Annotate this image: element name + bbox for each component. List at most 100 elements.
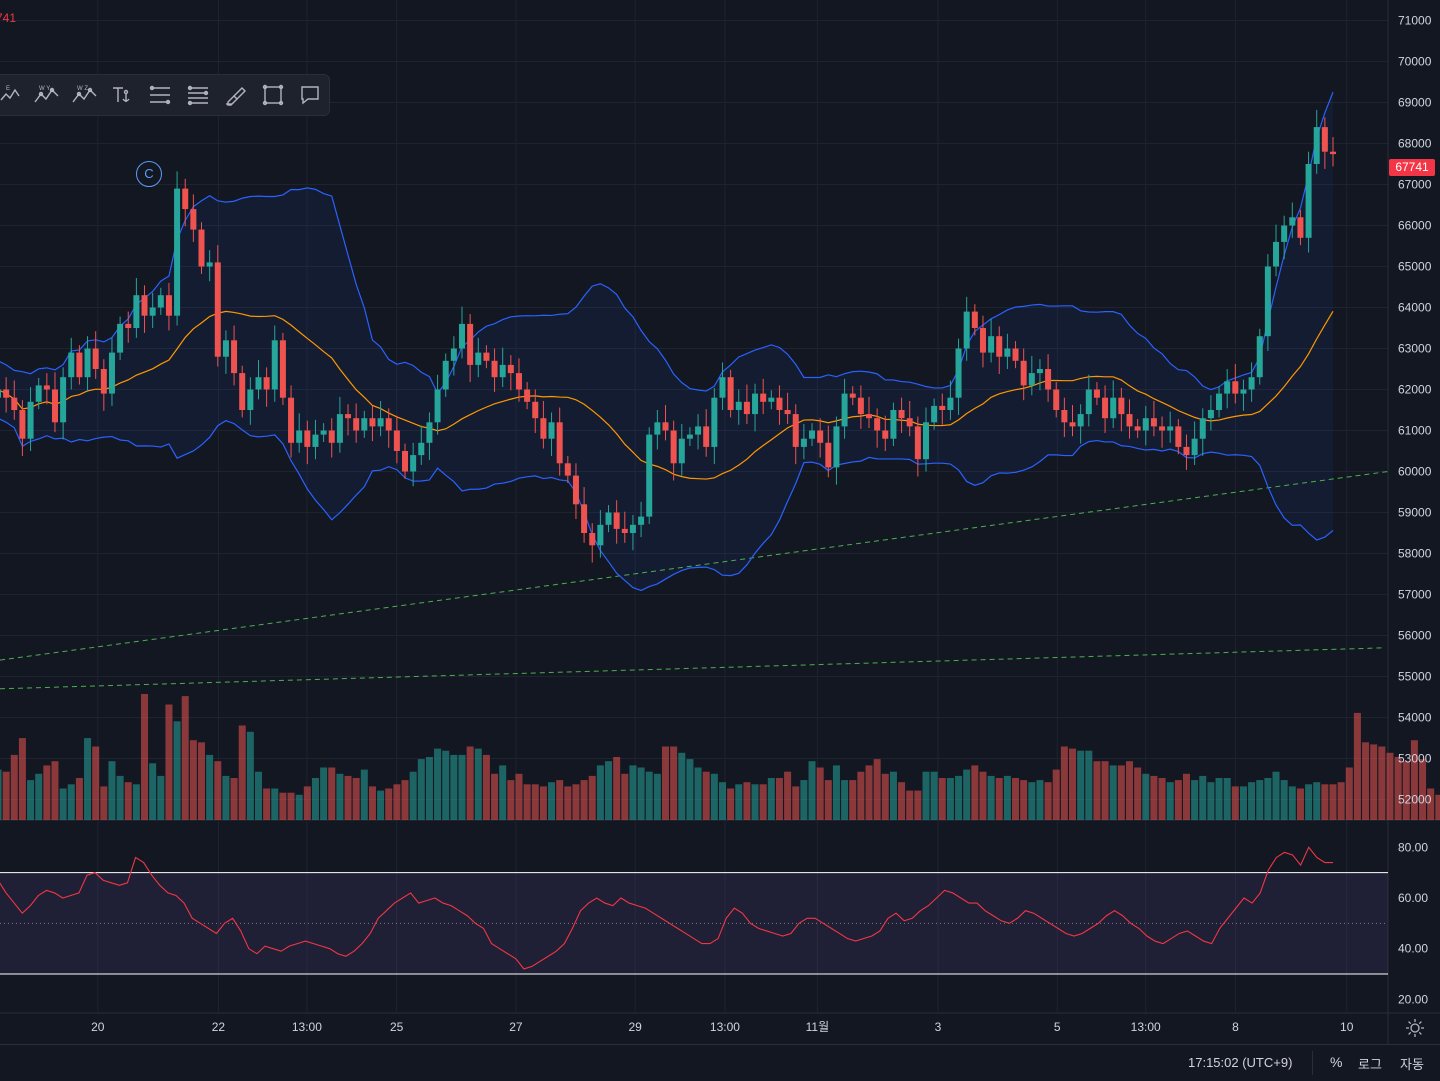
volume-bar bbox=[1117, 765, 1125, 820]
volume-bar bbox=[759, 784, 767, 820]
candle bbox=[402, 443, 409, 479]
candlesticks bbox=[0, 109, 1336, 563]
candle-body bbox=[589, 533, 596, 546]
candle-body bbox=[1330, 151, 1336, 155]
volume-bar bbox=[320, 767, 328, 820]
candle bbox=[198, 222, 205, 274]
volume-bar bbox=[637, 767, 645, 820]
candle bbox=[68, 337, 75, 390]
candle-body bbox=[735, 401, 742, 410]
log-scale-button[interactable]: 로그 bbox=[1358, 1057, 1382, 1072]
volume-bar bbox=[198, 742, 206, 820]
clock-timezone[interactable]: 17:15:02 (UTC+9) bbox=[1188, 1055, 1293, 1070]
comment-tool-button[interactable] bbox=[292, 75, 330, 115]
candle-body bbox=[1069, 422, 1076, 427]
candle-body bbox=[271, 340, 278, 390]
candle-body bbox=[963, 311, 970, 349]
candle-body bbox=[686, 434, 693, 439]
candle-body bbox=[279, 340, 286, 398]
auto-scale-button[interactable]: 자동 bbox=[1400, 1057, 1424, 1072]
percent-scale-button[interactable]: % bbox=[1330, 1054, 1343, 1070]
candle bbox=[1321, 117, 1328, 169]
volume-bar bbox=[165, 704, 173, 820]
volume-bar bbox=[1182, 773, 1190, 820]
candle bbox=[231, 325, 238, 386]
candle bbox=[1012, 341, 1019, 369]
candle-body bbox=[752, 393, 759, 415]
candle bbox=[336, 396, 343, 453]
candle bbox=[271, 325, 278, 402]
candle bbox=[1150, 400, 1157, 437]
candle-body bbox=[524, 389, 531, 402]
candle-body bbox=[304, 430, 311, 447]
candle bbox=[540, 400, 547, 449]
volume-bar bbox=[1345, 767, 1353, 820]
wz-wave-tool-button[interactable]: W Z bbox=[66, 75, 104, 115]
fib-channel-icon bbox=[187, 85, 208, 106]
candle bbox=[605, 505, 612, 533]
candle bbox=[157, 287, 164, 315]
candle bbox=[0, 389, 1, 398]
brush-tool-button[interactable] bbox=[216, 75, 254, 115]
volume-bar bbox=[629, 765, 637, 820]
volume-bar bbox=[116, 775, 124, 820]
candle bbox=[1004, 333, 1011, 369]
candle-body bbox=[548, 422, 555, 439]
volume-bar bbox=[775, 778, 783, 820]
candle-body bbox=[1159, 426, 1166, 431]
chart-settings-icon[interactable] bbox=[1405, 1018, 1425, 1038]
rsi-axis-tick: 40.00 bbox=[1398, 942, 1428, 956]
candle-body bbox=[540, 418, 547, 439]
candle-body bbox=[345, 414, 352, 419]
candle bbox=[1256, 328, 1263, 385]
candle-body bbox=[1102, 397, 1109, 419]
volume-bar bbox=[1435, 794, 1440, 820]
candle-body bbox=[402, 451, 409, 472]
candle-body bbox=[1183, 446, 1190, 456]
candle-body bbox=[117, 323, 124, 353]
candle-body bbox=[3, 389, 10, 398]
candle-body bbox=[1150, 418, 1157, 427]
volume-bar bbox=[556, 780, 564, 820]
elliott-wave-icon: E bbox=[0, 86, 20, 101]
candle-body bbox=[564, 463, 571, 476]
fib-channel-tool-button[interactable] bbox=[179, 75, 217, 115]
candle-body bbox=[1289, 217, 1296, 226]
candle-body bbox=[743, 401, 750, 415]
candle bbox=[304, 420, 311, 465]
volume-bar bbox=[784, 771, 792, 820]
volume-bar bbox=[889, 771, 897, 820]
fib-retracement-tool-button[interactable] bbox=[141, 75, 179, 115]
candle-body bbox=[11, 397, 18, 410]
volume-bar bbox=[898, 782, 906, 820]
candle-body bbox=[1297, 217, 1304, 238]
anchored-text-tool-button[interactable] bbox=[104, 75, 142, 115]
volume-bar bbox=[360, 769, 368, 820]
wave-c-marker[interactable]: C bbox=[136, 161, 162, 187]
bollinger-lower bbox=[0, 418, 1334, 592]
candle bbox=[1240, 379, 1247, 411]
candle-body bbox=[971, 311, 978, 328]
volume-bar bbox=[523, 784, 531, 820]
volume-bar bbox=[1109, 765, 1117, 820]
candle-body bbox=[515, 373, 522, 390]
candle-body bbox=[914, 426, 921, 460]
wy-wave-tool-button[interactable]: W Y bbox=[29, 75, 67, 115]
candle-body bbox=[426, 422, 433, 443]
rectangle-tool-button[interactable] bbox=[254, 75, 292, 115]
elliott-wave-tool-button[interactable]: E bbox=[0, 75, 29, 115]
volume-bar bbox=[580, 780, 588, 820]
candle bbox=[467, 314, 474, 383]
candle bbox=[1077, 404, 1084, 444]
candle-body bbox=[1321, 127, 1328, 152]
candle-body bbox=[1281, 225, 1288, 242]
candle-body bbox=[174, 188, 181, 316]
candle bbox=[60, 367, 67, 440]
candle-body bbox=[1004, 348, 1011, 357]
candle-body bbox=[947, 397, 954, 410]
volume-bar bbox=[222, 775, 230, 820]
candle-body bbox=[288, 397, 295, 443]
candle bbox=[3, 377, 10, 413]
candle-body bbox=[255, 377, 262, 390]
